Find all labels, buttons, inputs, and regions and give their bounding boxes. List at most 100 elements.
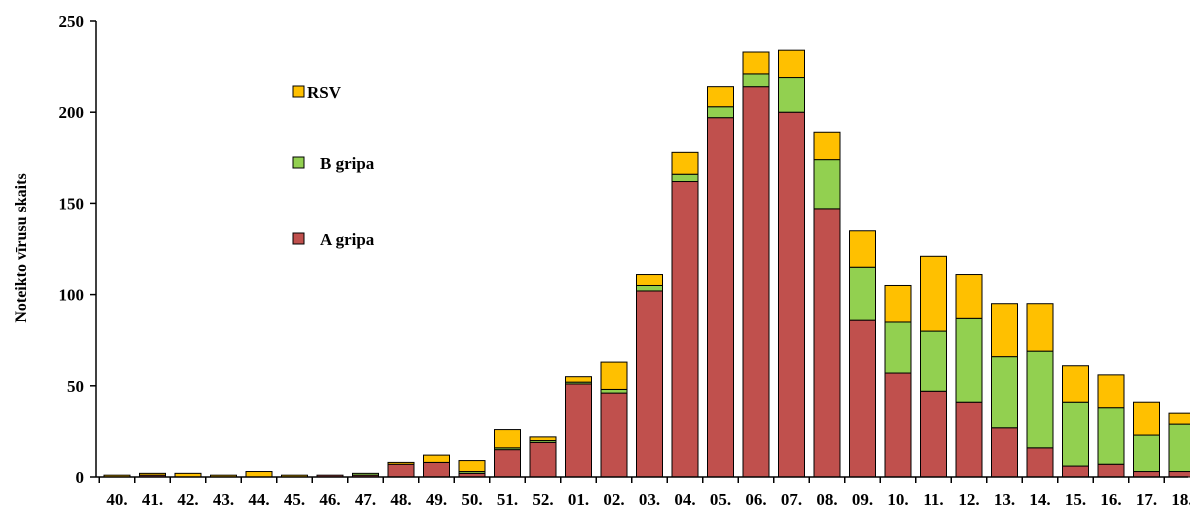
x-tick-label: 50. [461, 490, 482, 509]
x-tick-label: 51. [497, 490, 518, 509]
legend-label-rsv: RSV [307, 83, 342, 102]
x-tick-label: 14. [1029, 490, 1050, 509]
bar-rsv [1062, 365, 1089, 403]
bar-a-gripa [1062, 465, 1089, 478]
bar-b-gripa [671, 173, 699, 183]
x-tick-label: 12. [958, 490, 979, 509]
x-tick-label: 16. [1100, 490, 1121, 509]
bar-a-gripa [1168, 471, 1190, 478]
x-tick-label: 07. [781, 490, 802, 509]
bar-a-gripa [494, 449, 521, 478]
bar-rsv [423, 454, 450, 463]
bar-a-gripa [991, 427, 1018, 478]
x-tick-label: 43. [213, 490, 234, 509]
bar-a-gripa [920, 390, 947, 478]
y-tick-label: 50 [67, 377, 84, 396]
bar-a-gripa [955, 401, 983, 478]
bar-rsv [991, 303, 1018, 358]
bar-rsv [707, 86, 734, 108]
bar-b-gripa [742, 73, 770, 88]
bar-b-gripa [1097, 407, 1125, 465]
x-tick-label: 49. [426, 490, 447, 509]
x-tick-label: 03. [639, 490, 660, 509]
legend-label-b-gripa: B gripa [320, 154, 375, 173]
bar-a-gripa [1133, 471, 1160, 478]
bar-rsv [387, 461, 415, 465]
x-tick-label: 01. [568, 490, 589, 509]
bar-a-gripa [1097, 463, 1125, 478]
bar-rsv [849, 230, 876, 268]
x-tick-label: 45. [284, 490, 305, 509]
bars-layer [103, 49, 1190, 478]
x-tick-label: 44. [248, 490, 269, 509]
bar-b-gripa [920, 330, 947, 392]
bar-a-gripa [423, 461, 450, 478]
x-tick-label: 17. [1136, 490, 1157, 509]
bar-rsv [671, 151, 699, 175]
bar-rsv [1133, 401, 1160, 436]
legend-label-a-gripa: A gripa [320, 230, 375, 249]
bar-a-gripa [778, 111, 805, 478]
y-tick-label: 250 [59, 12, 85, 31]
x-tick-label: 52. [532, 490, 553, 509]
x-tick-label: 09. [852, 490, 873, 509]
bar-rsv [778, 49, 805, 79]
bar-rsv [565, 376, 592, 383]
bar-b-gripa [600, 388, 628, 394]
x-tick-label: 11. [923, 490, 943, 509]
bar-rsv [920, 255, 947, 332]
legend: RSV B gripa A gripa [292, 83, 375, 249]
bar-b-gripa [813, 159, 841, 210]
bar-b-gripa [352, 472, 379, 476]
bar-rsv [139, 472, 166, 476]
bar-a-gripa [1026, 447, 1054, 478]
legend-swatch-rsv [292, 85, 305, 98]
x-tick-label: 15. [1065, 490, 1086, 509]
bar-rsv [955, 274, 983, 319]
bar-a-gripa [387, 463, 415, 478]
bar-b-gripa [707, 106, 734, 119]
y-tick-label: 100 [59, 286, 85, 305]
bar-rsv [600, 361, 628, 390]
bar-rsv [1026, 303, 1054, 352]
bar-rsv [494, 429, 521, 449]
bar-a-gripa [529, 441, 557, 478]
bar-b-gripa [1168, 423, 1190, 473]
bar-a-gripa [884, 372, 912, 478]
x-tick-label: 02. [603, 490, 624, 509]
y-tick-label: 150 [59, 194, 85, 213]
bar-rsv [1097, 374, 1125, 409]
bar-a-gripa [565, 383, 592, 478]
bar-b-gripa [849, 266, 876, 321]
x-tick-label: 47. [355, 490, 376, 509]
legend-swatch-a-gripa [292, 232, 305, 245]
bar-b-gripa [955, 317, 983, 403]
bar-rsv [813, 131, 841, 161]
x-tick-label: 40. [106, 490, 127, 509]
bar-rsv [884, 284, 912, 323]
x-tick-label: 08. [816, 490, 837, 509]
bar-a-gripa [600, 392, 628, 478]
bar-rsv [742, 51, 770, 75]
bar-b-gripa [1062, 401, 1089, 467]
bar-rsv [1168, 412, 1190, 425]
bar-a-gripa [671, 181, 699, 478]
x-tick-label: 05. [710, 490, 731, 509]
x-tick-label: 13. [994, 490, 1015, 509]
bar-b-gripa [778, 77, 805, 113]
bar-a-gripa [849, 319, 876, 478]
bar-rsv [458, 460, 486, 473]
bar-a-gripa [636, 290, 663, 478]
bar-rsv [529, 436, 557, 442]
bar-b-gripa [991, 356, 1018, 429]
bar-a-gripa [707, 117, 734, 478]
bar-b-gripa [636, 284, 663, 292]
y-tick-label: 0 [76, 468, 85, 487]
bar-b-gripa [884, 321, 912, 374]
x-tick-label: 06. [745, 490, 766, 509]
legend-swatch-b-gripa [292, 156, 305, 169]
x-tick-label: 46. [319, 490, 340, 509]
y-tick-label: 200 [59, 103, 85, 122]
y-axis-title: Noteikto vīrusu skaits [13, 173, 30, 322]
